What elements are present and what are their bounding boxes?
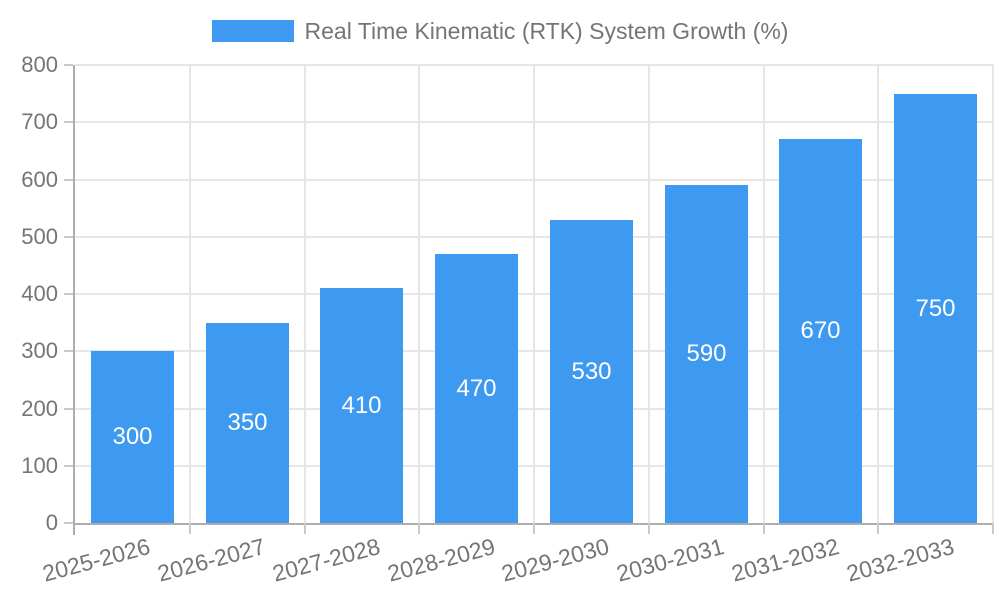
bar-value-label: 470 (456, 374, 497, 402)
bar-2027-2028[interactable]: 410 (320, 288, 403, 523)
y-tick-label: 200 (21, 396, 58, 421)
y-tick (64, 236, 73, 238)
y-tick-label: 700 (21, 109, 58, 134)
x-tick (763, 523, 765, 534)
bar-value-label: 590 (686, 340, 727, 367)
x-tick (533, 523, 535, 534)
bar-value-label: 350 (227, 409, 268, 436)
bar-value-label: 530 (571, 357, 612, 385)
y-tick-label: 500 (21, 224, 58, 249)
v-gridline (418, 65, 420, 523)
x-tick (877, 523, 879, 534)
y-tick (64, 408, 73, 410)
y-tick-label: 0 (45, 510, 58, 535)
y-tick (64, 465, 73, 467)
bar-2030-2031[interactable]: 590 (665, 185, 748, 523)
x-tick (189, 523, 191, 534)
x-tick (992, 523, 994, 534)
v-gridline (533, 65, 535, 523)
y-tick-label: 100 (21, 453, 58, 478)
y-tick-label: 600 (21, 167, 58, 192)
y-tick-label: 400 (21, 281, 58, 306)
y-tick (64, 293, 73, 295)
bar-2032-2033[interactable]: 750 (894, 94, 977, 523)
y-axis-line (73, 65, 75, 535)
bar-2026-2027[interactable]: 350 (206, 323, 289, 523)
legend-swatch[interactable] (211, 20, 294, 42)
x-tick (418, 523, 420, 534)
y-tick-label: 300 (21, 338, 58, 363)
plot-area: 300 350 410 470 530 590 670 750 (75, 64, 994, 523)
legend: Real Time Kinematic (RTK) System Growth … (0, 17, 1000, 45)
bar-2029-2030[interactable]: 530 (550, 220, 633, 523)
bar-value-label: 410 (341, 391, 382, 419)
v-gridline (763, 65, 765, 523)
y-tick (64, 64, 73, 66)
bar-2031-2032[interactable]: 670 (779, 139, 862, 523)
x-tick (304, 523, 306, 534)
v-gridline (877, 65, 879, 523)
y-tick (64, 350, 73, 352)
v-gridline (992, 65, 994, 523)
y-tick (64, 522, 73, 524)
x-tick (648, 523, 650, 534)
bar-2028-2029[interactable]: 470 (435, 254, 518, 523)
bar-2025-2026[interactable]: 300 (91, 351, 174, 523)
bar-value-label: 300 (112, 423, 153, 450)
bar-value-label: 670 (800, 317, 841, 344)
y-tick (64, 179, 73, 181)
y-tick (64, 121, 73, 123)
v-gridline (189, 65, 191, 523)
bar-value-label: 750 (915, 294, 956, 322)
legend-label[interactable]: Real Time Kinematic (RTK) System Growth … (304, 17, 789, 44)
y-tick-label: 800 (21, 52, 58, 77)
v-gridline (648, 65, 650, 523)
v-gridline (304, 65, 306, 523)
